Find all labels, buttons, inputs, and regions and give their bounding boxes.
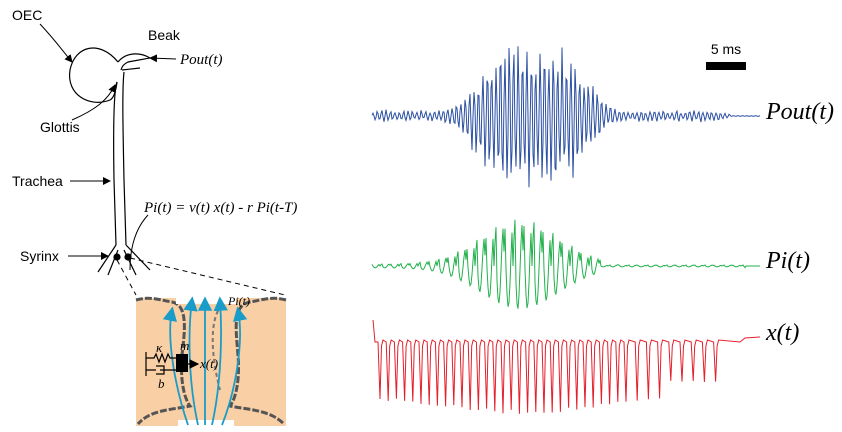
trace-label: Pi(t)	[765, 248, 810, 274]
trace-label: Pout(t)	[765, 99, 834, 125]
scale-label: 5 ms	[711, 41, 741, 57]
label: OEC	[12, 7, 42, 23]
label: Syrinx	[20, 248, 59, 264]
traces	[372, 46, 760, 414]
vocal-tract	[70, 48, 150, 275]
label: Glottis	[40, 119, 80, 135]
label: b	[158, 376, 165, 391]
waveform	[373, 320, 760, 414]
figure: OEC Beak Pout(t) Glottis Trachea Syrinx …	[0, 0, 842, 432]
label: Pi(t)	[227, 294, 250, 308]
scale-bar	[706, 62, 746, 70]
equation: Pi(t) = ν(t) x(t) - r Pi(t-T)	[143, 200, 297, 216]
label: Trachea	[12, 173, 63, 189]
waveform	[372, 220, 760, 309]
pointer-arrows	[40, 24, 176, 270]
label: Beak	[148, 27, 181, 43]
label: Pout(t)	[179, 52, 223, 68]
label: κ	[156, 340, 163, 355]
zoom-line	[130, 258, 285, 295]
label: m	[180, 338, 189, 353]
zoom-line	[117, 260, 136, 295]
trace-label: x(t)	[765, 320, 799, 346]
label: x(t)	[199, 356, 218, 371]
waveform	[372, 46, 760, 187]
